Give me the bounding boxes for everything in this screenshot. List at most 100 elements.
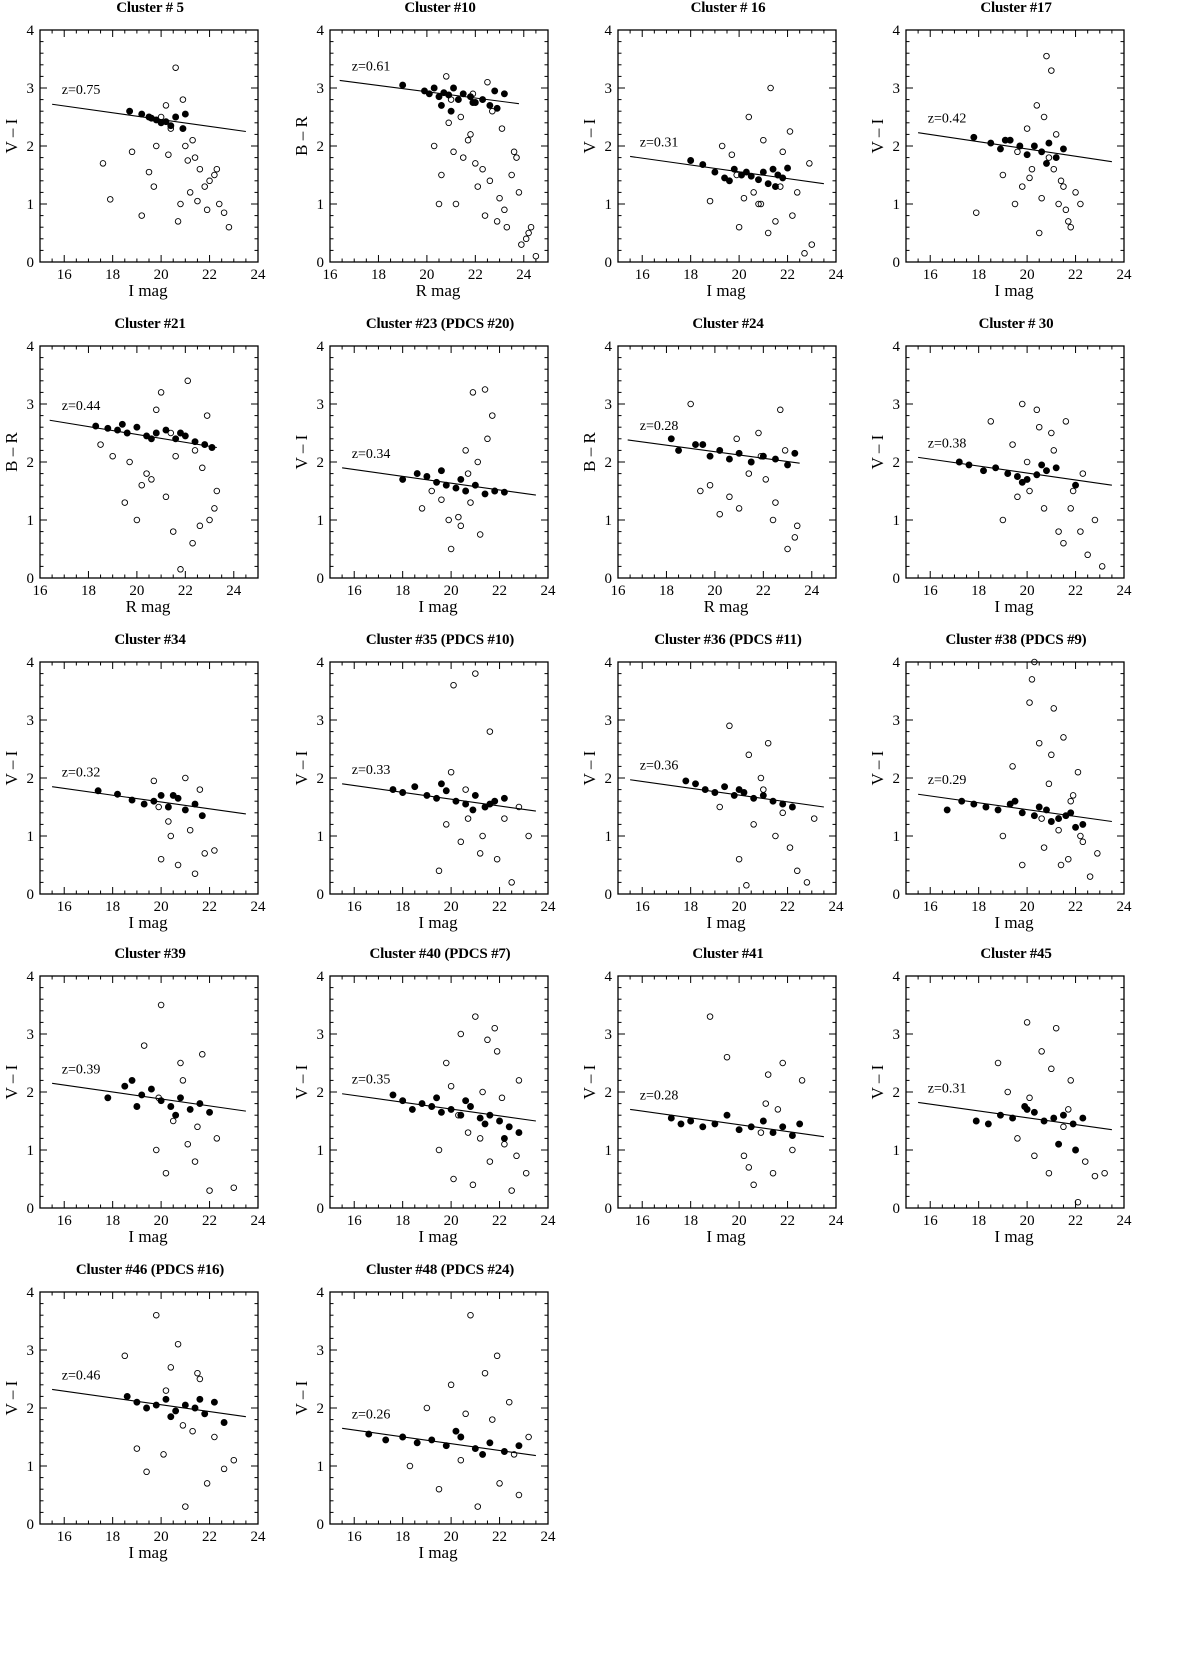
field-galaxy-point — [472, 1013, 479, 1020]
plot-frame — [39, 975, 259, 1209]
field-galaxy-point — [464, 815, 472, 822]
x-tick-label: 24 — [516, 267, 532, 283]
member-galaxy-point — [471, 1445, 479, 1453]
field-galaxy-point — [757, 452, 765, 460]
x-tick-label: 16 — [611, 583, 627, 599]
member-galaxy-point — [365, 1430, 373, 1438]
member-galaxy-point — [469, 806, 477, 814]
member-galaxy-point — [469, 99, 477, 106]
member-galaxy-point — [172, 1111, 180, 1119]
field-galaxy-point — [762, 476, 770, 483]
member-galaxy-point — [133, 1398, 141, 1406]
field-galaxy-point — [1043, 52, 1050, 60]
x-tick-label: 16 — [635, 899, 651, 915]
field-galaxy-point — [1069, 792, 1077, 799]
member-galaxy-point — [687, 1117, 695, 1125]
member-galaxy-point — [437, 101, 445, 109]
y-tick-label: 2 — [605, 139, 613, 155]
y-tick-label: 0 — [893, 255, 901, 271]
field-galaxy-point — [505, 1398, 513, 1406]
member-galaxy-point — [201, 441, 209, 449]
field-galaxy-point — [435, 200, 443, 208]
member-galaxy-point — [970, 133, 978, 141]
y-tick-label: 4 — [27, 969, 35, 985]
field-galaxy-point — [447, 1082, 455, 1090]
chart-panel: Cluster # 16 16 18 20 22 24 0 1 2 3 4 I mag V – I z=0… — [578, 0, 876, 330]
x-tick-label: 16 — [635, 1213, 651, 1229]
chart-panel: Cluster #48 (PDCS #24) 16 18 20 22 24 0 1 2 3 4 I m… — [290, 1262, 588, 1592]
field-galaxy-point — [165, 818, 172, 825]
member-galaxy-point — [500, 794, 508, 802]
field-galaxy-point — [1101, 1169, 1108, 1177]
field-galaxy-point — [157, 855, 165, 863]
member-galaxy-point — [177, 429, 184, 437]
y-tick-label: 1 — [27, 197, 35, 213]
x-axis-label: R mag — [416, 281, 461, 300]
x-tick-label: 16 — [347, 583, 363, 599]
field-galaxy-point — [772, 499, 779, 506]
member-galaxy-point — [447, 107, 455, 115]
y-axis-label: B – R — [292, 116, 311, 156]
y-tick-label: 2 — [893, 455, 901, 471]
field-galaxy-point — [803, 879, 811, 886]
plot-frame — [329, 975, 549, 1209]
field-galaxy-point — [726, 493, 733, 501]
field-galaxy-point — [174, 1340, 182, 1348]
member-galaxy-point — [196, 1395, 204, 1403]
field-galaxy-point — [476, 850, 484, 857]
field-galaxy-point — [987, 418, 995, 425]
member-galaxy-point — [500, 1134, 508, 1142]
x-tick-label: 24 — [829, 899, 845, 915]
member-galaxy-point — [452, 484, 460, 492]
x-tick-label: 20 — [419, 267, 434, 283]
chart-title: Cluster #23 (PDCS #20) — [365, 316, 515, 332]
x-tick-label: 22 — [492, 583, 507, 599]
member-galaxy-point — [177, 1094, 184, 1102]
field-galaxy-point — [179, 1422, 187, 1429]
field-galaxy-point — [767, 84, 774, 92]
field-galaxy-point — [1031, 658, 1038, 666]
field-galaxy-point — [138, 212, 145, 219]
x-tick-label: 20 — [444, 1213, 459, 1229]
field-galaxy-point — [464, 1129, 472, 1136]
member-galaxy-point — [196, 1100, 204, 1108]
field-galaxy-point — [423, 1404, 431, 1412]
field-galaxy-point — [1094, 850, 1101, 857]
member-galaxy-point — [1059, 1111, 1067, 1119]
chart-panel: Cluster #17 16 18 20 22 24 0 1 2 3 4 I mag V – I z=0.… — [866, 0, 1164, 330]
field-galaxy-point — [133, 516, 141, 524]
field-galaxy-point — [1009, 441, 1016, 448]
field-galaxy-point — [445, 119, 452, 127]
y-tick-label: 1 — [893, 197, 901, 213]
y-tick-label: 3 — [317, 397, 325, 413]
field-galaxy-point — [220, 209, 228, 216]
member-galaxy-point — [769, 1129, 777, 1137]
member-galaxy-point — [437, 1108, 445, 1116]
x-tick-label: 18 — [683, 899, 698, 915]
y-tick-label: 0 — [317, 887, 325, 903]
member-galaxy-point — [1043, 806, 1050, 814]
field-galaxy-point — [189, 539, 196, 547]
y-tick-label: 2 — [605, 1085, 613, 1101]
red-sequence-fit-line — [630, 155, 824, 185]
field-galaxy-point — [479, 1088, 486, 1096]
field-galaxy-point — [462, 786, 469, 793]
member-galaxy-point — [769, 797, 777, 805]
member-galaxy-point — [169, 791, 177, 799]
y-tick-label: 2 — [317, 1401, 325, 1417]
field-galaxy-point — [184, 1140, 192, 1148]
field-galaxy-point — [1077, 200, 1084, 208]
y-tick-label: 4 — [317, 969, 325, 985]
red-sequence-fit-line — [630, 779, 824, 808]
field-galaxy-point — [157, 389, 165, 396]
member-galaxy-point — [143, 1404, 151, 1412]
field-galaxy-point — [1050, 705, 1058, 712]
member-galaxy-point — [769, 165, 777, 173]
field-galaxy-point — [1067, 505, 1074, 512]
field-galaxy-point — [515, 1077, 523, 1084]
field-galaxy-point — [1048, 429, 1055, 437]
field-galaxy-point — [1065, 855, 1072, 863]
x-tick-label: 18 — [105, 267, 120, 283]
redshift-label: z=0.33 — [352, 763, 391, 778]
x-tick-label: 22 — [756, 583, 771, 599]
